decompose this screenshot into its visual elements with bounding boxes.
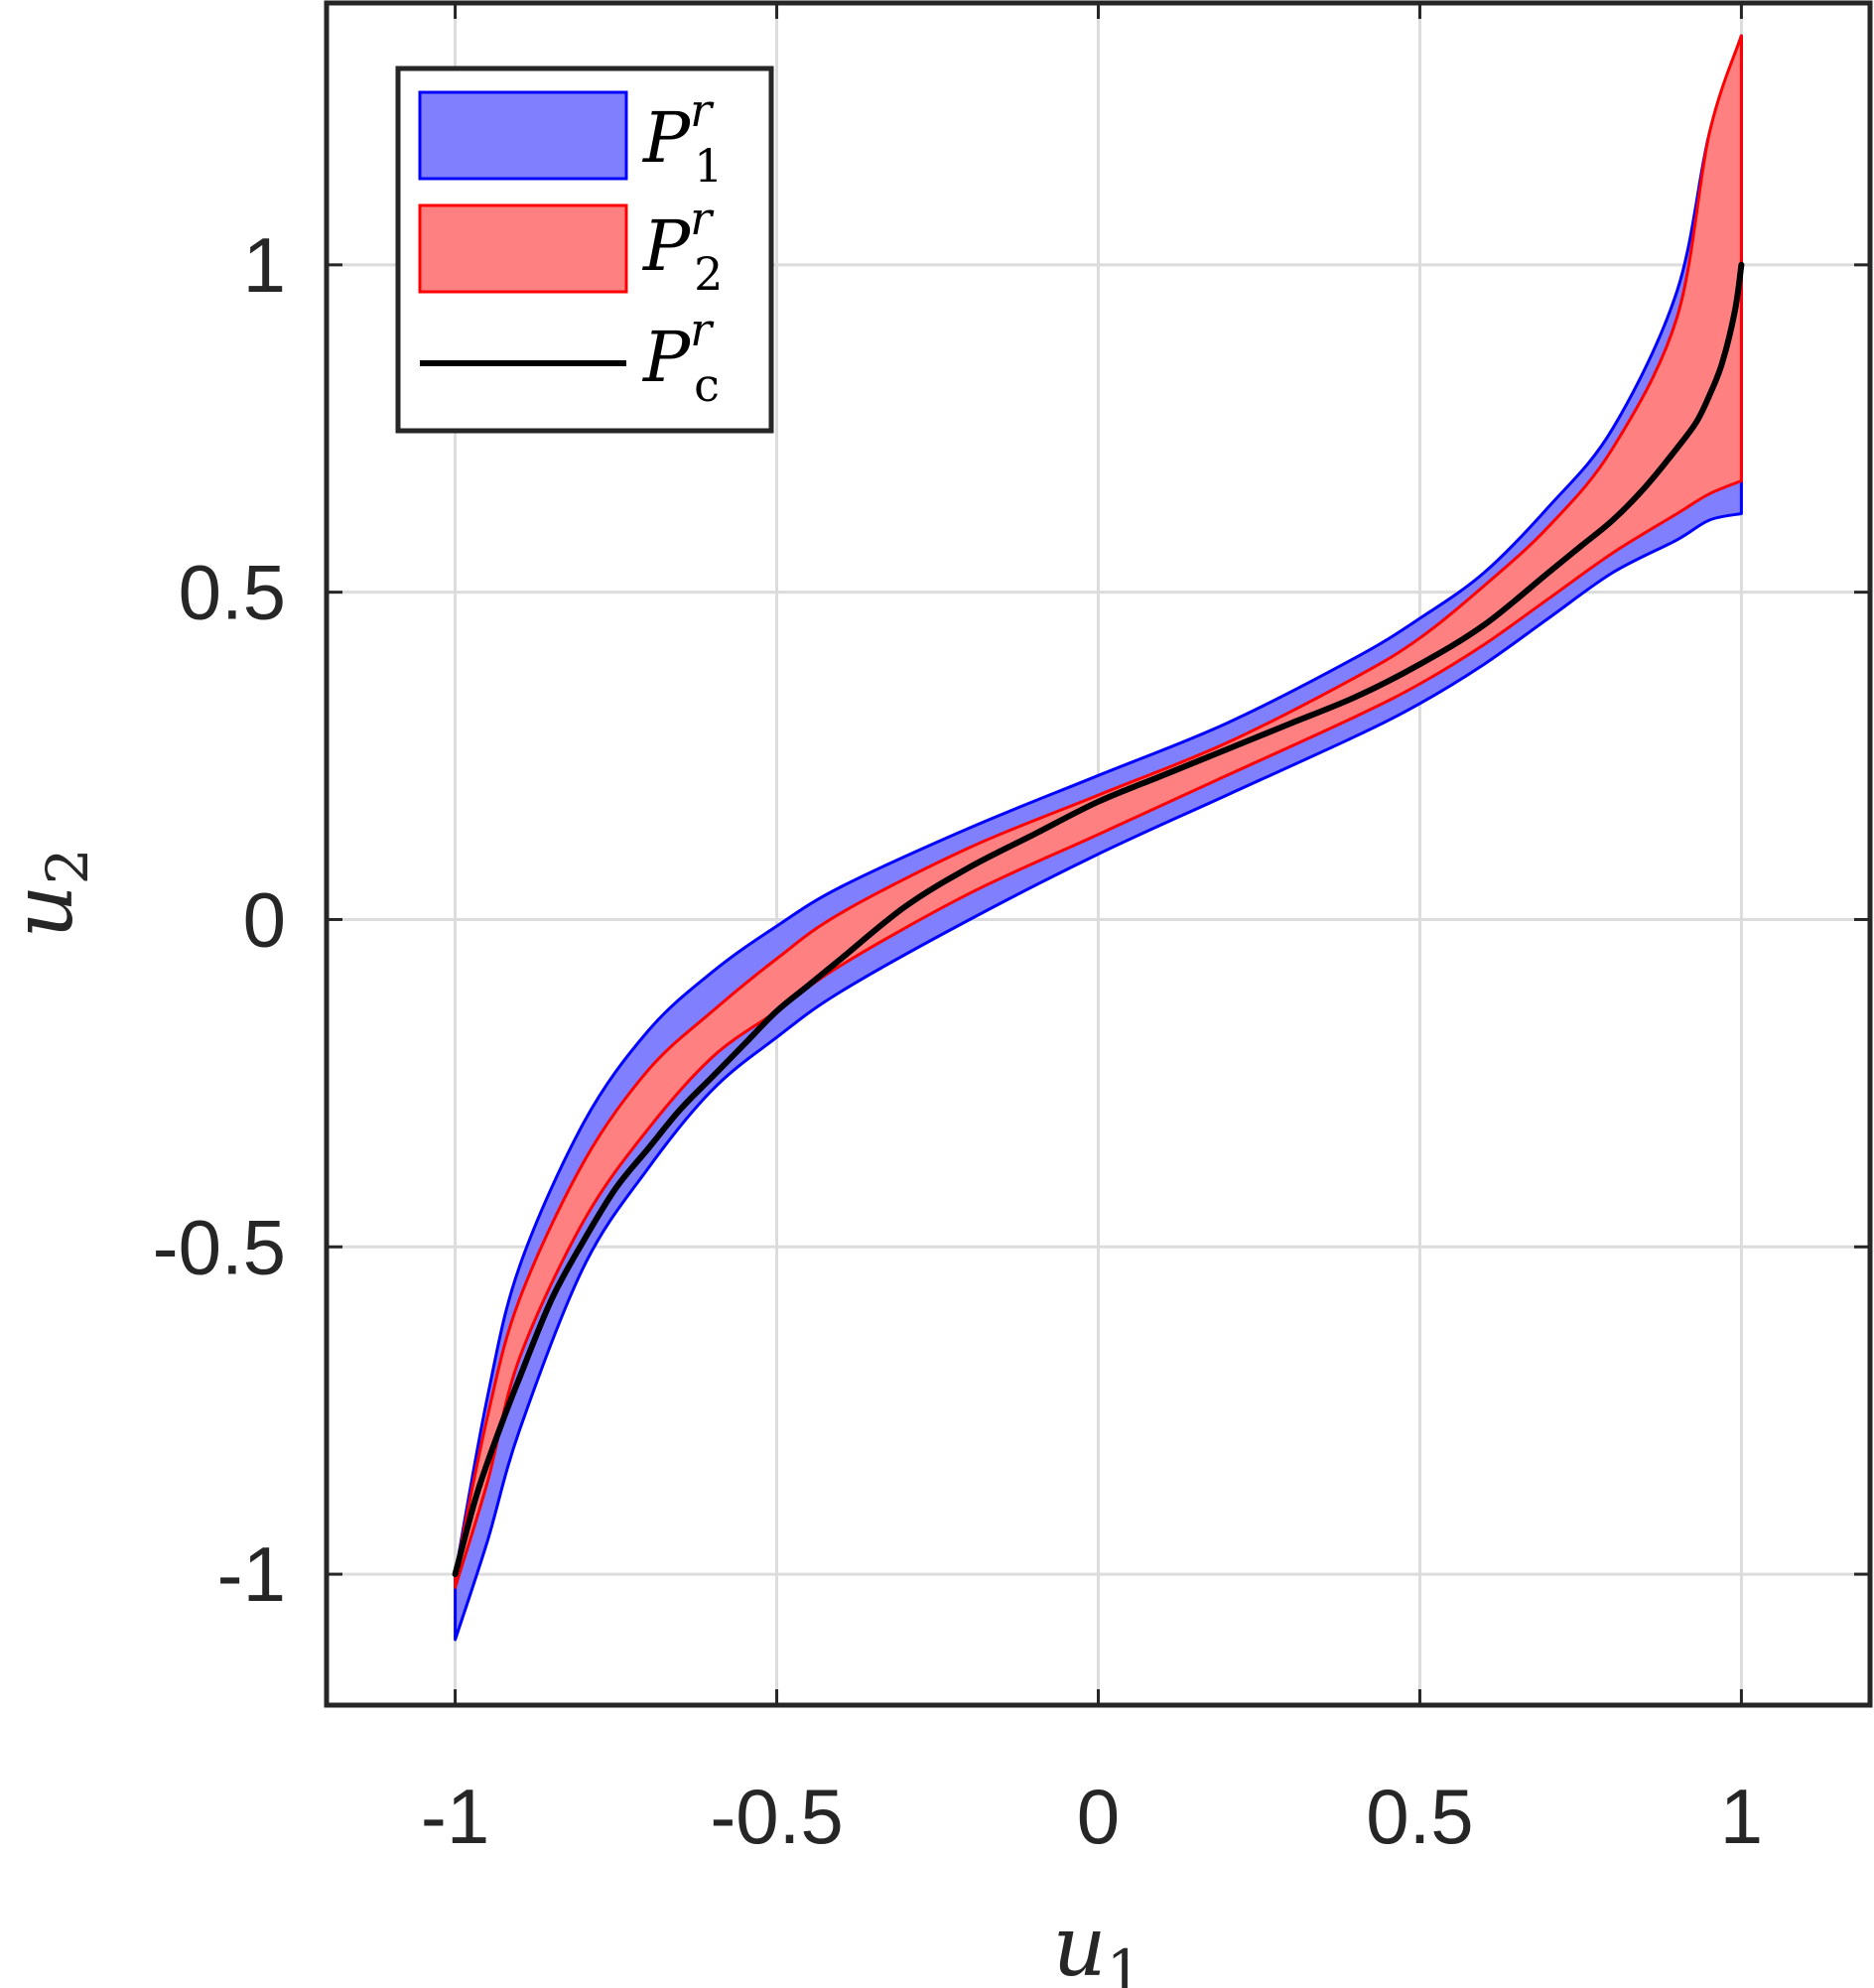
legend-label-p1-sub: 1 — [694, 139, 723, 193]
y-tick-label: 0.5 — [179, 549, 286, 636]
y-axis-label: u2 — [0, 848, 101, 938]
y-tick-label: -1 — [217, 1530, 286, 1618]
legend-label-p2-sub: 2 — [694, 247, 723, 301]
y-tick-label: 0 — [243, 875, 286, 963]
legend-label-p1-base: P — [641, 97, 692, 179]
series-layer — [452, 34, 1745, 1642]
x-tick-label: 1 — [1720, 1773, 1763, 1860]
y-tick-label: 1 — [243, 221, 286, 309]
x-tick-label: -1 — [421, 1773, 489, 1860]
legend-label-pc-sub: c — [694, 358, 720, 412]
legend-swatch-p1 — [418, 90, 628, 181]
legend-label-pc-base: P — [641, 317, 692, 398]
y-axis-label-base: u — [0, 884, 91, 938]
y-tick-label: -0.5 — [153, 1203, 286, 1290]
legend-label-p1: Pr 1 — [641, 83, 723, 193]
legend-label-p2-sup: r — [690, 192, 715, 245]
x-tick-label: 0 — [1077, 1773, 1120, 1860]
legend-label-pc-sup: r — [690, 303, 715, 356]
tick-labels: -1 -0.5 0 0.5 1 -1 -0.5 0 0.5 1 — [153, 221, 1764, 1860]
ticks — [327, 3, 1870, 1705]
legend: Pr 1 Pr 2 Pr c — [395, 66, 774, 434]
y-axis-label-sub: 2 — [34, 848, 101, 884]
legend-label-p1-sup: r — [690, 83, 715, 137]
x-axis-label-base: u — [1052, 1898, 1106, 1988]
x-axis-label: u1 — [1052, 1898, 1142, 1988]
legend-label-p2: Pr 2 — [641, 192, 723, 301]
center-line-series — [452, 261, 1745, 1578]
y-axis-label-group: u2 — [0, 848, 101, 938]
x-tick-label: 0.5 — [1366, 1773, 1473, 1860]
x-tick-label: -0.5 — [710, 1773, 843, 1860]
legend-label-pc: Pr c — [641, 303, 720, 412]
legend-label-p2-base: P — [641, 205, 692, 287]
x-axis-label-sub: 1 — [1107, 1937, 1143, 1988]
legend-swatch-p2 — [418, 203, 628, 294]
